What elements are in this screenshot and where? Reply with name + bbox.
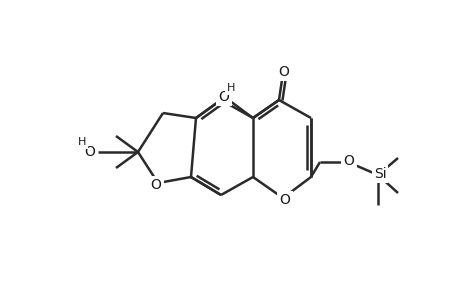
Text: Si: Si (373, 167, 386, 181)
Text: O: O (218, 90, 229, 104)
Text: O: O (279, 193, 290, 207)
Text: O: O (278, 65, 289, 79)
Text: O: O (343, 154, 354, 168)
Text: O: O (150, 178, 161, 192)
Text: H: H (78, 137, 86, 147)
Text: H: H (226, 83, 235, 93)
Text: O: O (84, 145, 95, 159)
